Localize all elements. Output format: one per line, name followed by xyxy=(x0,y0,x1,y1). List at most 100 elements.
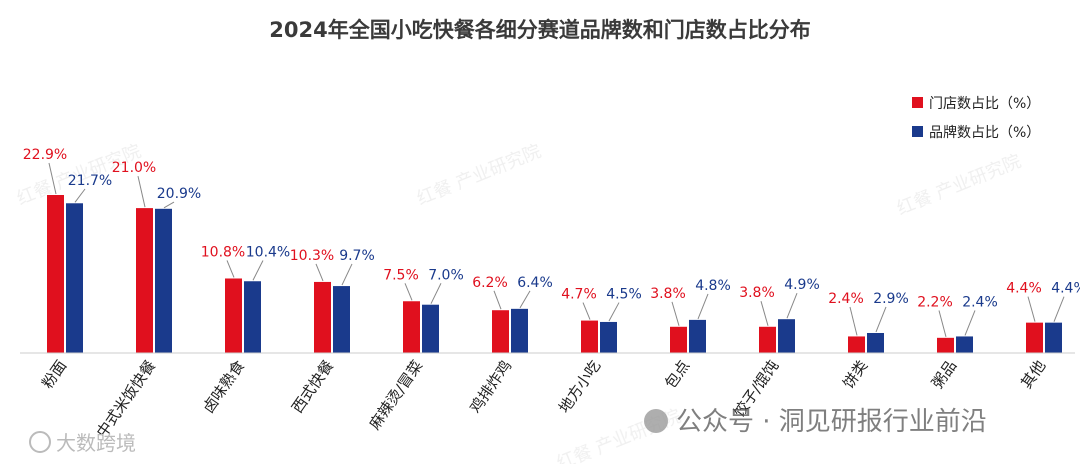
corner-watermark-icon xyxy=(29,431,51,453)
corner-watermark: 大数跨境 xyxy=(29,431,136,455)
leader-brands-1 xyxy=(163,201,175,209)
leader-brands-10 xyxy=(964,310,976,336)
leader-brands-9 xyxy=(875,306,887,333)
legend-label-stores: 门店数占比（%） xyxy=(929,96,1040,112)
leader-brands-4 xyxy=(430,283,442,304)
data-label-stores-10: 2.2% xyxy=(917,294,953,310)
leader-stores-8 xyxy=(760,301,769,326)
category-label-7: 包点 xyxy=(661,357,693,392)
data-label-stores-1: 21.0% xyxy=(112,160,156,176)
brand-watermark-2: 红餐 产业研究院 xyxy=(414,141,544,210)
bar-brands-4 xyxy=(422,304,439,353)
bar-stores-1 xyxy=(136,208,153,353)
corner-watermark-text: 大数跨境 xyxy=(56,431,136,455)
leader-stores-4 xyxy=(404,283,413,301)
leader-brands-2 xyxy=(252,260,264,281)
leader-stores-5 xyxy=(493,290,502,310)
data-label-brands-1: 20.9% xyxy=(157,186,201,202)
data-label-stores-5: 6.2% xyxy=(472,275,508,291)
legend-label-brands: 品牌数占比（%） xyxy=(929,124,1040,141)
bar-brands-11 xyxy=(1045,322,1062,353)
leader-brands-8 xyxy=(786,293,798,319)
data-label-stores-2: 10.8% xyxy=(201,244,245,260)
legend-swatch-stores xyxy=(912,97,923,108)
leader-stores-11 xyxy=(1027,296,1036,322)
bar-brands-6 xyxy=(600,321,617,353)
leader-stores-7 xyxy=(671,301,680,326)
wechat-watermark-text: 公众号 · 洞见研报行业前沿 xyxy=(676,407,987,437)
bar-brands-0 xyxy=(66,203,83,353)
bar-brands-5 xyxy=(511,308,528,353)
category-label-0: 粉面 xyxy=(38,357,70,392)
bar-stores-0 xyxy=(47,195,64,353)
bar-stores-9 xyxy=(848,336,865,353)
leader-stores-1 xyxy=(137,175,146,208)
data-label-brands-9: 2.9% xyxy=(873,291,909,307)
legend-swatch-brands xyxy=(912,126,923,137)
bar-stores-3 xyxy=(314,281,331,353)
data-label-stores-9: 2.4% xyxy=(828,291,864,307)
bar-stores-6 xyxy=(581,320,598,353)
data-label-stores-7: 3.8% xyxy=(650,286,686,302)
category-label-1: 中式米饭快餐 xyxy=(93,357,159,441)
data-label-brands-2: 10.4% xyxy=(246,244,290,260)
bar-stores-7 xyxy=(670,326,687,353)
data-label-brands-4: 7.0% xyxy=(428,267,464,283)
bar-stores-11 xyxy=(1026,322,1043,353)
category-label-9: 饼类 xyxy=(839,357,871,392)
legend: 门店数占比（%） 品牌数占比（%） xyxy=(912,96,1040,141)
leader-brands-7 xyxy=(697,293,709,320)
bar-stores-10 xyxy=(937,337,954,353)
bar-brands-2 xyxy=(244,281,261,353)
leader-stores-10 xyxy=(938,310,947,337)
chart-title: 2024年全国小吃快餐各细分赛道品牌数和门店数占比分布 xyxy=(269,18,810,42)
category-label-11: 其他 xyxy=(1017,357,1049,392)
data-label-stores-6: 4.7% xyxy=(561,287,597,303)
leader-brands-3 xyxy=(341,263,353,286)
data-label-stores-0: 22.9% xyxy=(23,147,67,163)
category-label-5: 鸡排炸鸡 xyxy=(466,357,515,416)
wechat-icon xyxy=(644,409,668,433)
data-label-brands-11: 4.4% xyxy=(1051,281,1080,297)
leader-stores-6 xyxy=(582,302,591,320)
category-label-2: 卤味熟食 xyxy=(199,357,248,416)
category-label-3: 西式快餐 xyxy=(288,357,337,416)
leader-brands-11 xyxy=(1053,296,1065,322)
data-label-brands-0: 21.7% xyxy=(68,173,112,189)
leader-stores-3 xyxy=(315,263,324,282)
data-label-stores-4: 7.5% xyxy=(383,267,419,283)
bar-brands-9 xyxy=(867,332,884,353)
leader-stores-9 xyxy=(849,306,858,336)
data-label-brands-3: 9.7% xyxy=(339,248,375,264)
data-label-stores-11: 4.4% xyxy=(1006,281,1042,297)
data-label-brands-7: 4.8% xyxy=(695,278,731,294)
bar-brands-10 xyxy=(956,336,973,353)
data-labels: 22.9%21.7%21.0%20.9% 10.8% 10.4% 10.3% 9.7% 7… xyxy=(23,147,1080,310)
bar-stores-8 xyxy=(759,326,776,353)
leader-stores-2 xyxy=(226,260,235,278)
bar-brands-3 xyxy=(333,286,350,353)
bars-group xyxy=(47,195,1062,353)
label-leader-lines xyxy=(48,162,1065,337)
bar-brands-8 xyxy=(778,319,795,353)
leader-brands-0 xyxy=(74,188,86,203)
brand-watermark-3: 红餐 产业研究院 xyxy=(894,151,1024,220)
category-label-6: 地方小吃 xyxy=(555,357,604,416)
leader-brands-5 xyxy=(519,290,531,309)
data-label-stores-8: 3.8% xyxy=(739,285,775,301)
data-label-brands-6: 4.5% xyxy=(606,287,642,303)
bar-brands-7 xyxy=(689,319,706,353)
data-label-brands-10: 2.4% xyxy=(962,294,998,310)
category-label-10: 粥品 xyxy=(928,357,960,392)
bar-stores-5 xyxy=(492,310,509,353)
bar-brands-1 xyxy=(155,208,172,353)
bar-stores-4 xyxy=(403,301,420,353)
data-label-brands-5: 6.4% xyxy=(517,275,553,291)
leader-brands-6 xyxy=(608,302,620,322)
wechat-watermark: 公众号 · 洞见研报行业前沿 xyxy=(644,407,987,437)
leader-stores-0 xyxy=(48,162,57,195)
bar-stores-2 xyxy=(225,278,242,353)
data-label-stores-3: 10.3% xyxy=(290,248,334,264)
category-label-4: 麻辣烫/冒菜 xyxy=(366,357,427,433)
